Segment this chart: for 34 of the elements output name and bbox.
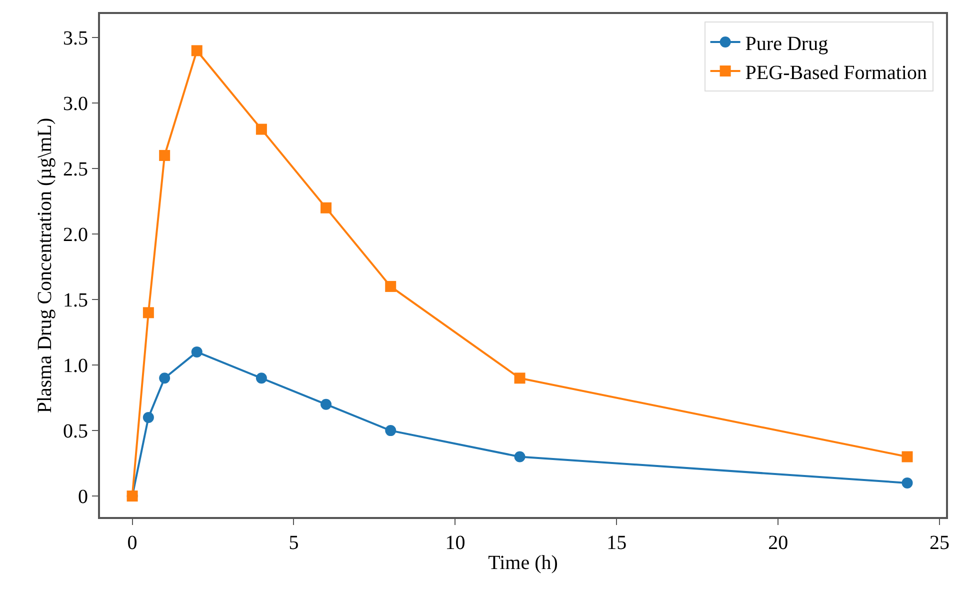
point xyxy=(142,412,154,423)
x-tick-label: 5 xyxy=(288,532,299,554)
x-axis-title: Time (h) xyxy=(488,552,558,574)
point xyxy=(385,280,396,292)
y-tick-label: 2.0 xyxy=(63,224,88,246)
point xyxy=(514,372,526,384)
y-tick-label: 1.0 xyxy=(63,355,88,378)
point xyxy=(385,425,396,436)
point xyxy=(256,124,267,135)
point xyxy=(320,202,332,214)
y-tick-label: 2.5 xyxy=(63,158,88,181)
point xyxy=(142,307,154,318)
x-tick-label: 15 xyxy=(606,532,627,554)
y-axis-title: Plasma Drug Concentration (µg\mL) xyxy=(34,118,56,414)
x-tick-label: 20 xyxy=(768,532,788,554)
point xyxy=(514,451,526,462)
point xyxy=(256,372,267,384)
y-tick-label: 1.5 xyxy=(63,290,88,312)
point xyxy=(191,346,202,358)
x-tick-label: 10 xyxy=(445,532,466,554)
legend-label: Pure Drug xyxy=(745,32,828,55)
legend-label: PEG-Based Formation xyxy=(745,62,927,84)
x-tick-label: 0 xyxy=(127,532,138,554)
point xyxy=(320,398,332,410)
y-tick-label: 0.5 xyxy=(63,420,88,443)
y-tick-label: 0 xyxy=(78,486,88,508)
y-tick-label: 3.5 xyxy=(63,28,88,50)
y-tick-label: 3.0 xyxy=(63,93,88,116)
point xyxy=(159,150,170,161)
point xyxy=(159,372,170,384)
x-tick-label: 25 xyxy=(930,532,950,554)
point xyxy=(902,477,913,488)
point xyxy=(902,451,913,462)
point xyxy=(191,45,202,56)
